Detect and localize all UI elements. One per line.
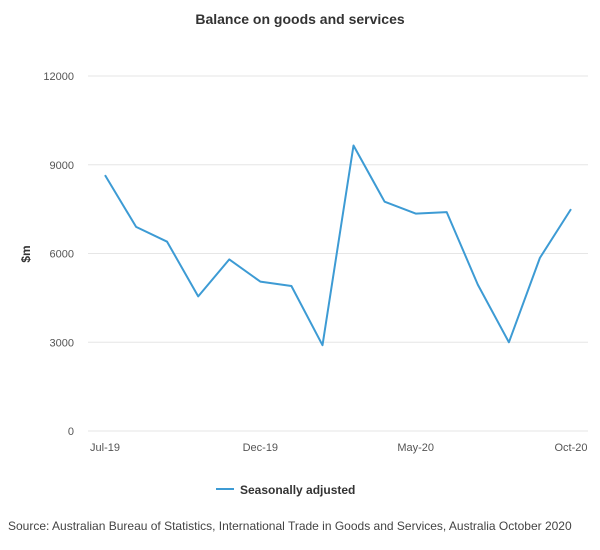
data-point[interactable]: [506, 339, 512, 345]
data-point[interactable]: [382, 199, 388, 205]
data-point[interactable]: [164, 239, 170, 245]
y-tick-label: 0: [68, 426, 74, 438]
y-tick-label: 12000: [43, 71, 74, 83]
source-note: Source: Australian Bureau of Statistics,…: [8, 519, 572, 533]
grid-lines: [88, 75, 588, 432]
x-tick-label: Oct-20: [554, 442, 587, 454]
y-tick-label: 6000: [50, 249, 74, 261]
data-point[interactable]: [351, 143, 357, 149]
series-line-seasonally-adjusted[interactable]: [104, 144, 572, 347]
x-tick-label: Jul-19: [90, 442, 120, 454]
data-point[interactable]: [102, 172, 108, 178]
series-layer: [102, 143, 574, 348]
data-point[interactable]: [568, 206, 574, 212]
data-point[interactable]: [413, 211, 419, 217]
data-point[interactable]: [195, 293, 201, 299]
x-tick-label: May-20: [397, 442, 434, 454]
x-axis-ticks: Jul-19 Dec-19 May-20 Oct-20: [90, 442, 587, 454]
legend-label: Seasonally adjusted: [240, 483, 355, 497]
data-point[interactable]: [226, 256, 232, 262]
y-axis-label: $m: [19, 245, 33, 262]
data-point[interactable]: [537, 255, 543, 261]
data-point[interactable]: [257, 279, 263, 285]
data-point[interactable]: [288, 283, 294, 289]
data-point[interactable]: [133, 224, 139, 230]
data-point[interactable]: [475, 282, 481, 288]
chart-title: Balance on goods and services: [195, 11, 405, 27]
data-point[interactable]: [319, 342, 325, 348]
y-tick-label: 3000: [50, 337, 74, 349]
legend[interactable]: Seasonally adjusted: [216, 483, 355, 497]
y-tick-label: 9000: [50, 160, 74, 172]
x-tick-label: Dec-19: [243, 442, 278, 454]
data-point[interactable]: [444, 209, 450, 215]
y-axis-ticks: 0 3000 6000 9000 12000: [43, 71, 74, 438]
